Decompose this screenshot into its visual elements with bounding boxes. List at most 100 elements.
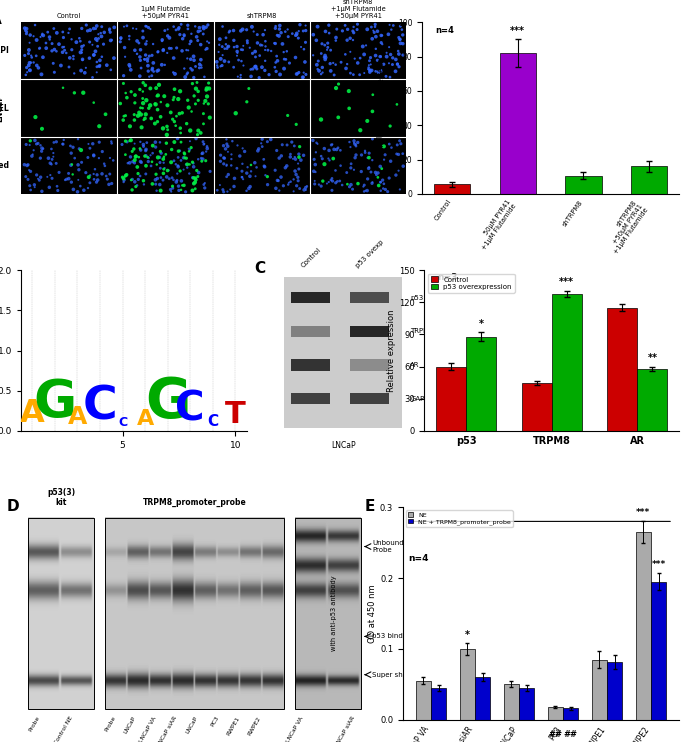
Point — [377, 39, 388, 50]
Point — [142, 60, 153, 72]
Point — [271, 65, 282, 77]
Point — [158, 151, 169, 162]
Point — [213, 46, 224, 58]
Point — [183, 145, 195, 157]
Point — [367, 154, 378, 166]
Point — [28, 56, 39, 68]
Point — [221, 138, 232, 150]
Point — [316, 47, 327, 59]
Point — [217, 21, 228, 33]
Point — [115, 36, 126, 47]
Point — [316, 153, 328, 165]
Point — [346, 158, 357, 170]
Point — [32, 59, 43, 71]
Point — [200, 44, 211, 56]
Point — [36, 123, 48, 135]
Point — [196, 152, 207, 164]
Point — [316, 62, 328, 73]
Point — [237, 171, 248, 183]
Point — [232, 47, 243, 59]
Point — [46, 158, 57, 170]
Point — [340, 62, 351, 74]
Point — [124, 59, 135, 70]
Point — [376, 162, 387, 174]
Point — [193, 171, 204, 183]
Point — [65, 160, 76, 171]
Point — [241, 24, 252, 36]
Point — [352, 19, 363, 30]
Point — [186, 28, 197, 40]
Point — [391, 139, 402, 151]
Point — [155, 157, 166, 168]
Point — [143, 156, 154, 168]
Point — [216, 59, 228, 71]
Point — [298, 71, 309, 83]
Point — [211, 56, 223, 68]
Point — [162, 124, 174, 136]
Point — [184, 38, 195, 50]
Point — [274, 30, 285, 42]
Point — [66, 147, 77, 159]
Point — [174, 185, 185, 197]
Point — [168, 52, 179, 64]
Point — [66, 159, 78, 171]
Point — [134, 107, 145, 119]
Point — [300, 184, 312, 196]
Point — [295, 154, 307, 166]
Point — [318, 51, 330, 63]
Point — [365, 59, 377, 70]
Point — [196, 62, 207, 73]
Point — [154, 179, 165, 191]
Point — [397, 38, 408, 50]
Point — [145, 149, 156, 161]
Point — [360, 39, 372, 51]
Text: LNCaP siAR: LNCaP siAR — [157, 715, 178, 742]
Point — [93, 152, 104, 164]
Point — [139, 113, 150, 125]
Point — [217, 184, 228, 196]
Point — [25, 165, 36, 177]
Point — [122, 157, 134, 169]
Point — [307, 134, 318, 146]
Bar — [214, 79, 310, 137]
Point — [58, 134, 69, 146]
Point — [370, 65, 382, 77]
Point — [176, 154, 187, 166]
Point — [174, 165, 186, 177]
Point — [260, 41, 271, 53]
Point — [180, 186, 191, 198]
Point — [120, 51, 131, 63]
Point — [202, 91, 213, 102]
Point — [137, 97, 148, 109]
Point — [130, 181, 141, 193]
Point — [129, 138, 140, 150]
Point — [140, 145, 151, 157]
Point — [273, 174, 284, 186]
Point — [178, 164, 189, 176]
Point — [130, 176, 141, 188]
Text: ***: *** — [559, 278, 574, 287]
Point — [137, 25, 148, 37]
Point — [391, 99, 402, 111]
Point — [290, 51, 301, 63]
Point — [228, 62, 239, 73]
Point — [330, 82, 342, 94]
Point — [55, 59, 66, 71]
Point — [146, 156, 158, 168]
Point — [190, 98, 201, 110]
Point — [181, 152, 192, 164]
Point — [115, 98, 126, 110]
Point — [373, 180, 384, 191]
Point — [176, 180, 188, 191]
Point — [41, 42, 52, 54]
Point — [274, 23, 285, 35]
Point — [85, 24, 96, 36]
Text: Control: Control — [300, 246, 322, 269]
Point — [173, 180, 184, 192]
Point — [92, 35, 103, 47]
Point — [177, 33, 188, 45]
Point — [137, 32, 148, 44]
Point — [375, 177, 386, 188]
Point — [290, 165, 301, 177]
Point — [229, 172, 240, 184]
